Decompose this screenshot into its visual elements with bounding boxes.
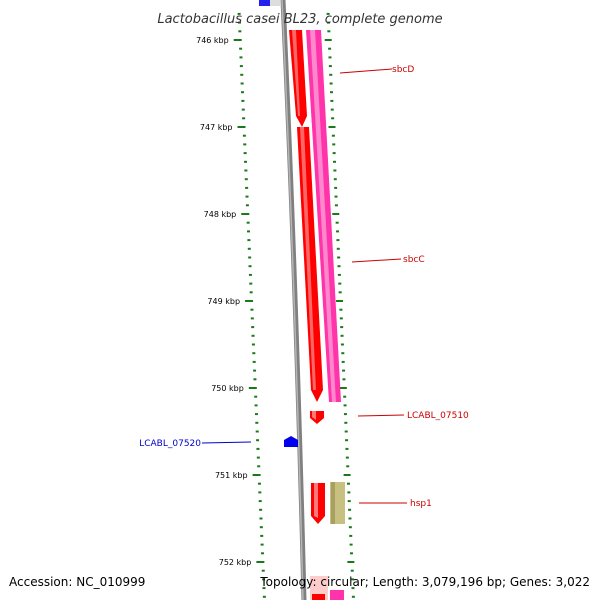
sbcD-leader-line <box>339 68 393 74</box>
scale-tick-label: 751 kbp <box>215 471 248 480</box>
gene-label-hsp1: hsp1 <box>410 499 432 509</box>
hsp1-track-feature-shade <box>331 482 335 524</box>
LCABL_07520-leader-line <box>201 441 252 444</box>
sbcC-gene-highlight <box>300 127 316 390</box>
scale-tick-label: 748 kbp <box>204 210 237 219</box>
genome-backbone <box>280 0 307 600</box>
sbcC-track-highlight <box>310 30 336 402</box>
bottom-fragment-magenta <box>330 590 344 600</box>
genome-summary-text: Topology: circular; Length: 3,079,196 bp… <box>259 575 590 589</box>
sbcD-gene-highlight <box>292 30 300 116</box>
sbcC-leader-line <box>351 258 402 263</box>
map-title: Lactobacillus casei BL23, complete genom… <box>157 12 442 27</box>
gene-label-LCABL_07520: LCABL_07520 <box>139 439 201 449</box>
gene-label-LCABL_07510: LCABL_07510 <box>407 411 469 421</box>
gene-label-sbcC: sbcC <box>403 255 425 265</box>
LCABL_07510-leader-line <box>357 414 405 417</box>
hsp1-gene-highlight <box>314 483 318 518</box>
LCABL_07510-gene-highlight <box>312 411 316 420</box>
gene-label-sbcD: sbcD <box>392 65 414 75</box>
scale-tick-label: 752 kbp <box>219 558 252 567</box>
top-fragment-blue <box>259 0 270 6</box>
scale-tick-label: 746 kbp <box>196 36 229 45</box>
bottom-fragment-red <box>312 594 325 600</box>
scale-tick-label: 749 kbp <box>207 297 240 306</box>
scale-ticks: 746 kbp 747 kbp 748 kbp 749 kbp 750 kbp 751 k… <box>196 12 355 598</box>
scale-tick-label: 747 kbp <box>200 123 233 132</box>
backbone-highlight <box>281 0 304 600</box>
LCABL_07520-gene <box>284 436 298 447</box>
top-fragment-gray <box>268 0 280 6</box>
scale-tick-label: 750 kbp <box>211 384 244 393</box>
accession-text: Accession: NC_010999 <box>9 575 145 589</box>
